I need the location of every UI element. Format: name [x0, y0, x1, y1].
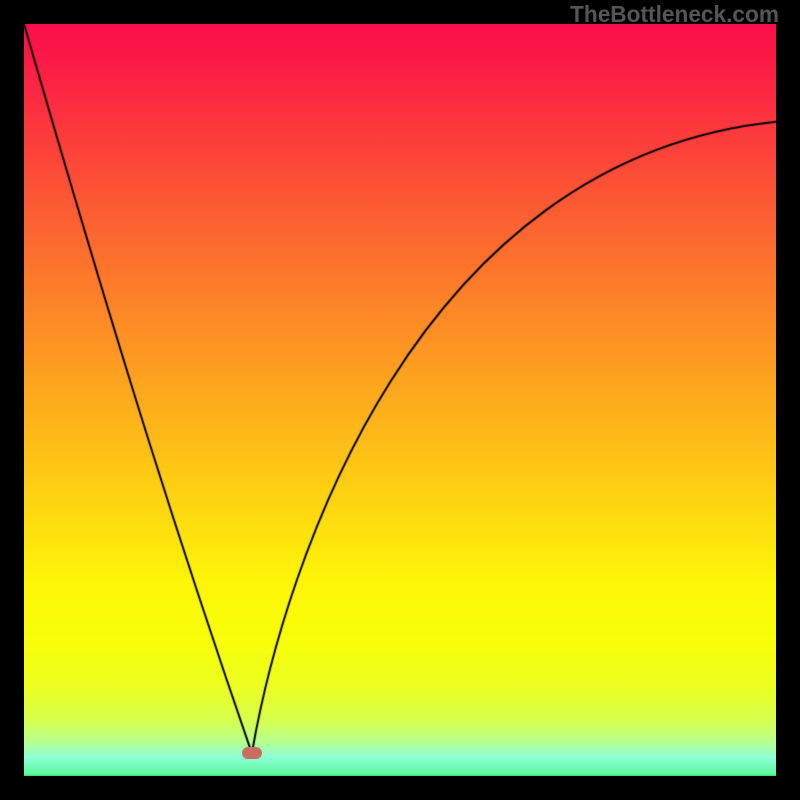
optimal-point-marker — [242, 747, 262, 759]
chart-root: TheBottleneck.com — [0, 0, 800, 800]
bottleneck-curve — [0, 0, 800, 800]
watermark-text: TheBottleneck.com — [570, 1, 779, 28]
